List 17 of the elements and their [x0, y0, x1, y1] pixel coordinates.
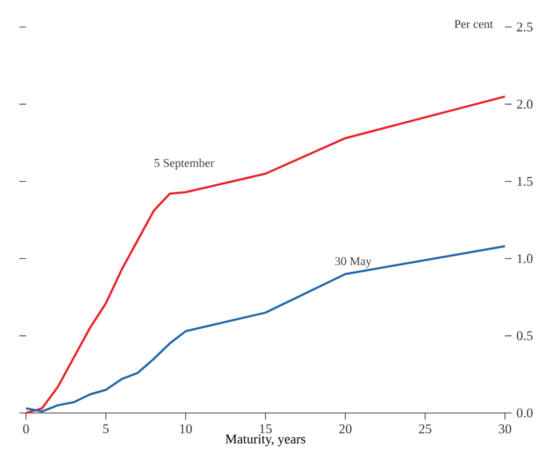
- x-tick-label: 30: [498, 424, 512, 434]
- x-tick-label: 15: [260, 424, 272, 434]
- y-tick-label: 1.5: [518, 176, 533, 186]
- annotation: 30 May: [335, 257, 372, 268]
- y-tick-label: 2.0: [516, 100, 533, 109]
- annotation: 5 September: [154, 158, 214, 170]
- y-tick-label: 0.5: [516, 331, 533, 340]
- x-tick-label: 5: [103, 424, 109, 434]
- y-axis-title: Per cent: [454, 20, 494, 28]
- x-tick-label: 10: [180, 424, 192, 434]
- y-tick-label: 2.5: [516, 22, 533, 32]
- x-tick-label: 0: [23, 424, 29, 434]
- y-tick-label: 1.0: [518, 254, 533, 264]
- x-tick-label: 25: [419, 424, 432, 434]
- x-tick-label: 20: [339, 424, 352, 434]
- y-tick-label: 0.0: [516, 408, 533, 418]
- x-axis-title: Maturity, years: [226, 434, 306, 446]
